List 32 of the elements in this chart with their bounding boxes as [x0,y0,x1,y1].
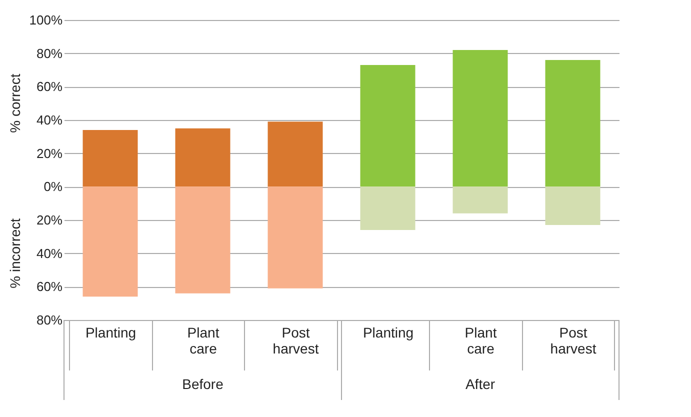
bar [82,130,138,187]
y-tick-label: 60% [36,79,63,94]
bar [545,60,600,187]
bar [175,128,230,187]
y-tick-label: 80% [36,312,63,328]
x-tick-label: Post harvest [550,324,596,356]
y-tick-label: 40% [36,246,63,261]
bar [268,122,323,187]
bar [175,186,230,294]
y-tick-label: 20% [36,146,63,161]
y-tick-label: 60% [36,279,63,294]
x-tick-label: Planting [362,324,414,340]
text: % incorrect [7,218,23,288]
bar [268,186,323,288]
bar [360,186,416,230]
x-tick-label: Plant care [187,324,220,356]
text: After [465,376,496,392]
text: Before [182,376,224,392]
y-tick-label: 0% [44,179,63,194]
y-tick-label: 20% [36,212,63,228]
y-axis-title: % correct [7,74,23,133]
x-tick-label: Plant care [464,324,497,356]
bar [452,186,508,214]
bar [452,50,508,187]
y-tick-label: 40% [36,112,63,128]
bar [360,65,416,187]
y-tick-label: 100% [29,12,63,28]
x-tick-label: Post harvest [272,324,319,356]
y-tick-label: 80% [36,46,63,61]
bar [82,186,138,297]
x-tick-label: Planting [85,324,136,340]
bar [545,186,600,225]
